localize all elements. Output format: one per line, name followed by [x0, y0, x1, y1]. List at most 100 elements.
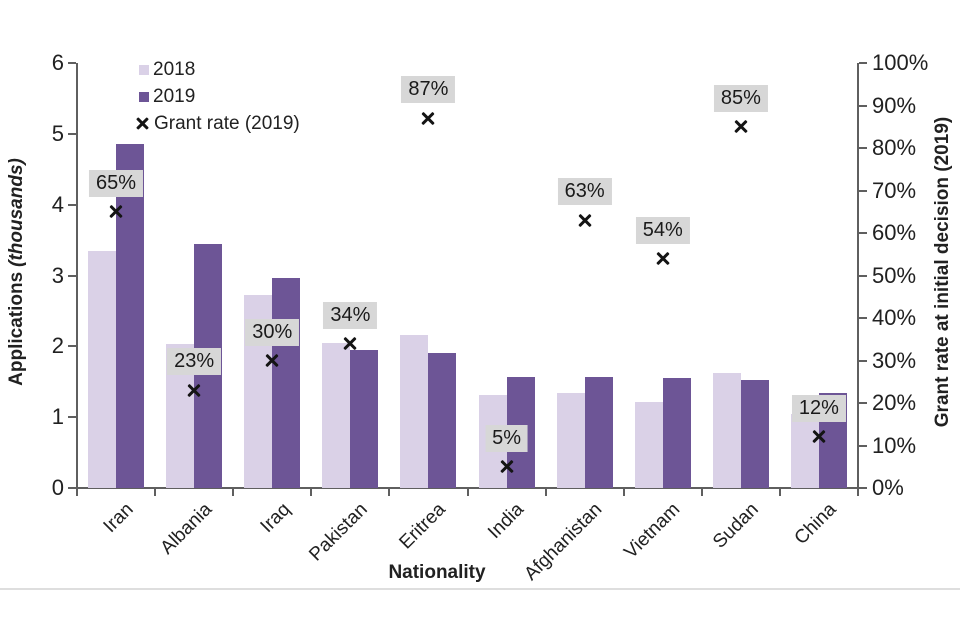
right-axis-title: Grant rate at initial decision (2019) [932, 116, 953, 428]
x-axis-tick [700, 488, 703, 496]
bar-2018-afghanistan [556, 393, 585, 488]
grant-rate-marker-iran-x-icon [108, 204, 124, 220]
legend-label-2019: 2019 [153, 85, 196, 107]
bar-2018-pakistan [322, 342, 351, 488]
category-label-sudan: Sudan [709, 499, 763, 553]
left-axis-tick [68, 132, 76, 135]
right-axis-tick [859, 62, 867, 64]
x-axis-tick [857, 488, 859, 496]
right-axis-tick [859, 232, 867, 234]
legend-swatch-2019 [139, 91, 149, 102]
x-axis-tick [544, 488, 547, 496]
grant-rate-label-iran: 65% [89, 169, 144, 197]
x-axis-tick [232, 488, 235, 496]
grant-rate-label-pakistan: 34% [323, 301, 378, 329]
left-axis-tick-label: 1 [51, 404, 64, 430]
legend-label-2018: 2018 [153, 58, 196, 80]
bar-2019-vietnam [662, 378, 691, 488]
grant-rate-marker-sudan-x-icon [733, 119, 749, 135]
bar-2019-eritrea [428, 353, 457, 488]
left-axis-tick-label: 5 [51, 120, 64, 146]
x-axis-tick [388, 488, 391, 496]
x-axis-tick [76, 488, 78, 496]
bar-2019-iraq [272, 277, 301, 488]
grant-rate-marker-afghanistan-x-icon [577, 212, 593, 228]
category-label-vietnam: Vietnam [620, 499, 685, 563]
right-axis-tick [859, 147, 867, 149]
right-axis-tick-label: 20% [872, 390, 917, 415]
grant-rate-marker-pakistan-x-icon [342, 336, 358, 352]
left-axis-tick-label: 6 [51, 50, 64, 75]
grant-rate-label-sudan: 85% [713, 84, 768, 112]
bar-2019-pakistan [350, 349, 379, 488]
left-axis-title-note: (thousands) [6, 158, 27, 267]
bar-2019-iran [116, 143, 145, 488]
x-axis-tick [310, 488, 313, 496]
right-axis-tick-label: 0% [872, 475, 904, 500]
right-axis-tick-label: 100% [872, 50, 929, 75]
bar-2018-china [790, 413, 819, 488]
right-axis-tick [859, 189, 867, 192]
x-axis-tick [622, 488, 625, 496]
legend-item-2018: 2018 [139, 56, 300, 83]
category-label-iraq: Iraq [256, 499, 295, 538]
bar-2019-afghanistan [584, 376, 613, 488]
left-axis-tick-label: 2 [51, 333, 64, 359]
bar-2018-sudan [712, 373, 741, 488]
left-axis-tick [68, 274, 76, 277]
right-axis-tick-label: 10% [872, 432, 917, 458]
grant-rate-label-india: 5% [485, 424, 528, 452]
grant-rate-marker-vietnam-x-icon [655, 251, 671, 267]
category-label-pakistan: Pakistan [305, 499, 373, 566]
right-axis-tick-label: 40% [872, 305, 917, 330]
left-axis-tick [68, 487, 76, 489]
left-axis-tick-label: 4 [51, 191, 64, 217]
right-axis-tick-label: 60% [872, 220, 917, 245]
category-label-albania: Albania [156, 499, 217, 559]
grant-rate-label-afghanistan: 63% [557, 178, 612, 206]
grant-rate-label-china: 12% [791, 395, 846, 422]
x-axis-tick [466, 488, 469, 496]
grant-rate-label-vietnam: 54% [635, 216, 690, 244]
grant-rate-marker-india-x-icon [499, 459, 515, 475]
right-axis-tick [859, 487, 867, 489]
left-axis-tick [68, 345, 76, 348]
grant-rate-marker-china-x-icon [811, 429, 827, 445]
category-label-china: China [790, 499, 841, 549]
grant-rate-label-eritrea: 87% [401, 76, 456, 104]
x-axis-title: Nationality [388, 562, 486, 583]
x-axis-tick [154, 488, 157, 496]
bar-2018-iran [88, 251, 117, 488]
right-axis-tick-label: 50% [872, 262, 917, 288]
right-axis-tick [859, 104, 867, 107]
grant-rate-label-albania: 23% [167, 348, 222, 376]
left-axis-title-main: Applications [6, 271, 27, 386]
right-axis-tick-label: 80% [872, 135, 917, 160]
grant-rate-marker-albania-x-icon [186, 382, 202, 398]
grant-rate-marker-eritrea-x-icon [420, 110, 436, 126]
left-axis-tick-label: 0 [51, 475, 64, 500]
grant-rate-label-iraq: 30% [245, 318, 300, 346]
right-axis-tick-label: 30% [872, 347, 917, 373]
left-axis-tick [68, 416, 76, 419]
bar-2019-sudan [740, 380, 769, 488]
grant-rate-marker-iraq-x-icon [264, 353, 280, 369]
category-label-eritrea: Eritrea [395, 499, 451, 554]
legend-label-grant-rate: Grant rate (2019) [154, 112, 300, 134]
right-axis-tick [859, 402, 867, 404]
legend-item-2019: 2019 [139, 83, 300, 110]
bar-2018-vietnam [634, 402, 663, 488]
right-axis-tick-label: 90% [872, 92, 917, 118]
legend-item-grant-rate: Grant rate (2019) [135, 110, 300, 137]
bar-2018-eritrea [400, 335, 429, 488]
right-axis-line [857, 63, 859, 490]
page-divider-line [0, 588, 960, 590]
left-axis-tick-label: 3 [51, 262, 64, 288]
right-axis-tick [859, 444, 867, 447]
legend: 2018 2019 Grant rate (2019) [139, 56, 300, 137]
left-axis-title: Applications (thousands) [6, 158, 28, 386]
x-marker-icon [135, 116, 150, 131]
category-label-india: India [484, 499, 529, 543]
